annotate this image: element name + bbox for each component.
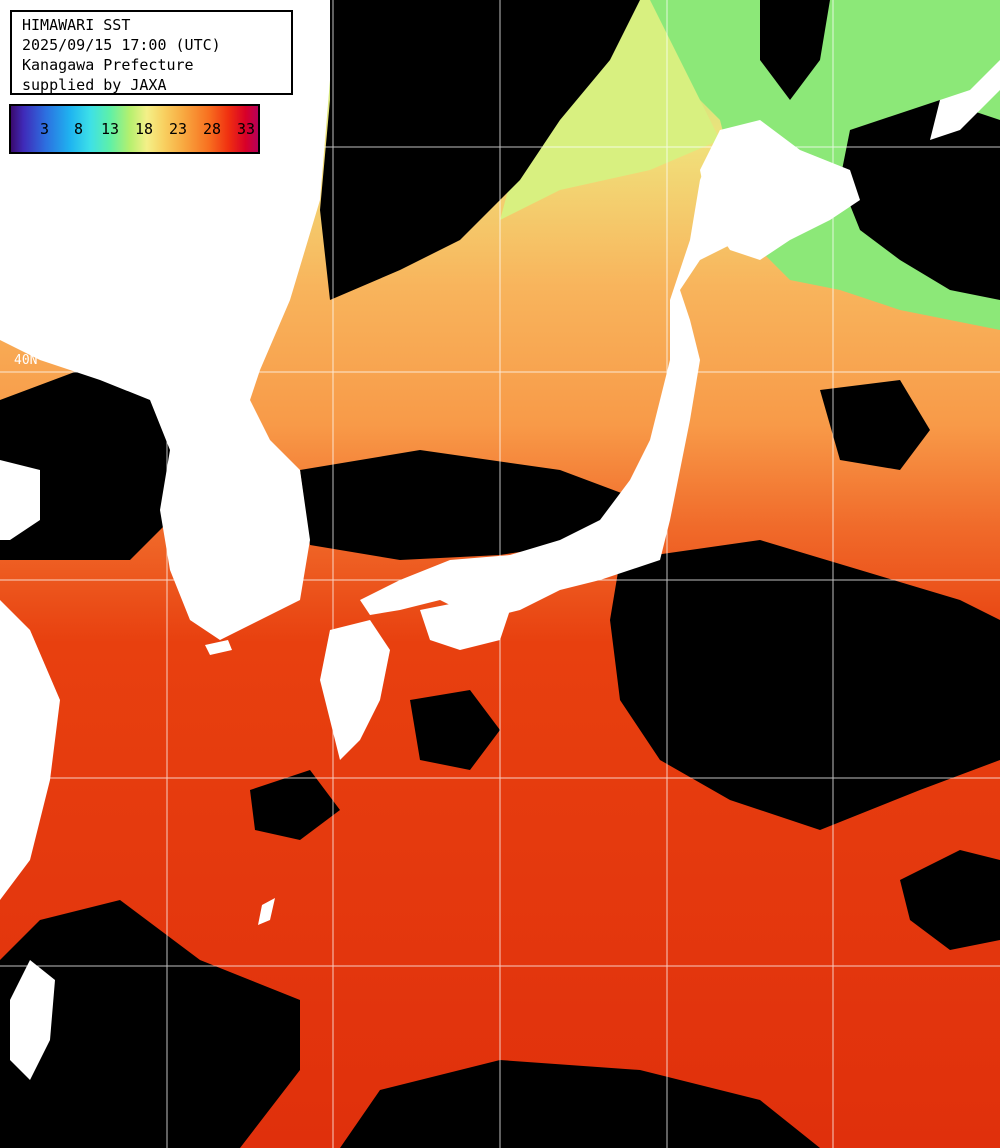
sst-color-legend: 3 8 13 18 23 28 33: [9, 104, 260, 154]
latitude-label-30n: 0N: [24, 759, 40, 774]
land-korea-china-north: [0, 0, 330, 640]
legend-tick-13: 13: [101, 120, 120, 138]
latitude-label-40n: 40N: [14, 353, 38, 368]
land-okinawa: [258, 898, 275, 925]
legend-tick-8: 8: [74, 120, 84, 138]
land-jeju: [205, 640, 232, 655]
land-hokkaido: [700, 120, 860, 260]
map-title: HIMAWARI SST: [22, 16, 131, 34]
land-china-east-coast: [0, 600, 60, 900]
legend-tick-28: 28: [203, 120, 222, 138]
cloud-korea-west: [0, 370, 180, 560]
legend-tick-23: 23: [169, 120, 188, 138]
land-ulleung: [398, 130, 428, 155]
map-region: Kanagawa Prefecture: [22, 56, 194, 74]
cloud-south-east-band: [340, 1060, 820, 1148]
legend-tick-33: 33: [237, 120, 256, 138]
land-sakhalin-tip: [930, 60, 1000, 140]
legend-tick-labels: 3 8 13 18 23 28 33: [11, 106, 258, 152]
legend-tick-18: 18: [135, 120, 154, 138]
map-info-box: HIMAWARI SST 2025/09/15 17:00 (UTC) Kana…: [10, 10, 293, 95]
map-source: supplied by JAXA: [22, 76, 167, 94]
land-kyushu: [320, 620, 390, 760]
cloud-japan-sea-band: [300, 450, 640, 560]
land-honshu: [360, 130, 760, 620]
land-taiwan: [10, 960, 55, 1080]
legend-color-bar: [11, 106, 258, 152]
map-timestamp: 2025/09/15 17:00 (UTC): [22, 36, 221, 54]
land-china-coast: [0, 460, 40, 540]
cloud-northeast-patch: [760, 0, 830, 100]
legend-tick-3: 3: [40, 120, 50, 138]
cloud-pacific-southeast: [900, 850, 1000, 950]
land-shikoku: [420, 600, 510, 650]
cloud-pacific-east-2: [820, 380, 930, 470]
cloud-pacific-east-1: [610, 540, 1000, 830]
cloud-south-band: [0, 900, 300, 1148]
cloud-ryukyu-patch: [410, 690, 500, 770]
cloud-east-china-sea: [250, 770, 340, 840]
cloud-hokkaido-east: [840, 100, 1000, 300]
cloud-japan-sea-north: [320, 0, 640, 300]
